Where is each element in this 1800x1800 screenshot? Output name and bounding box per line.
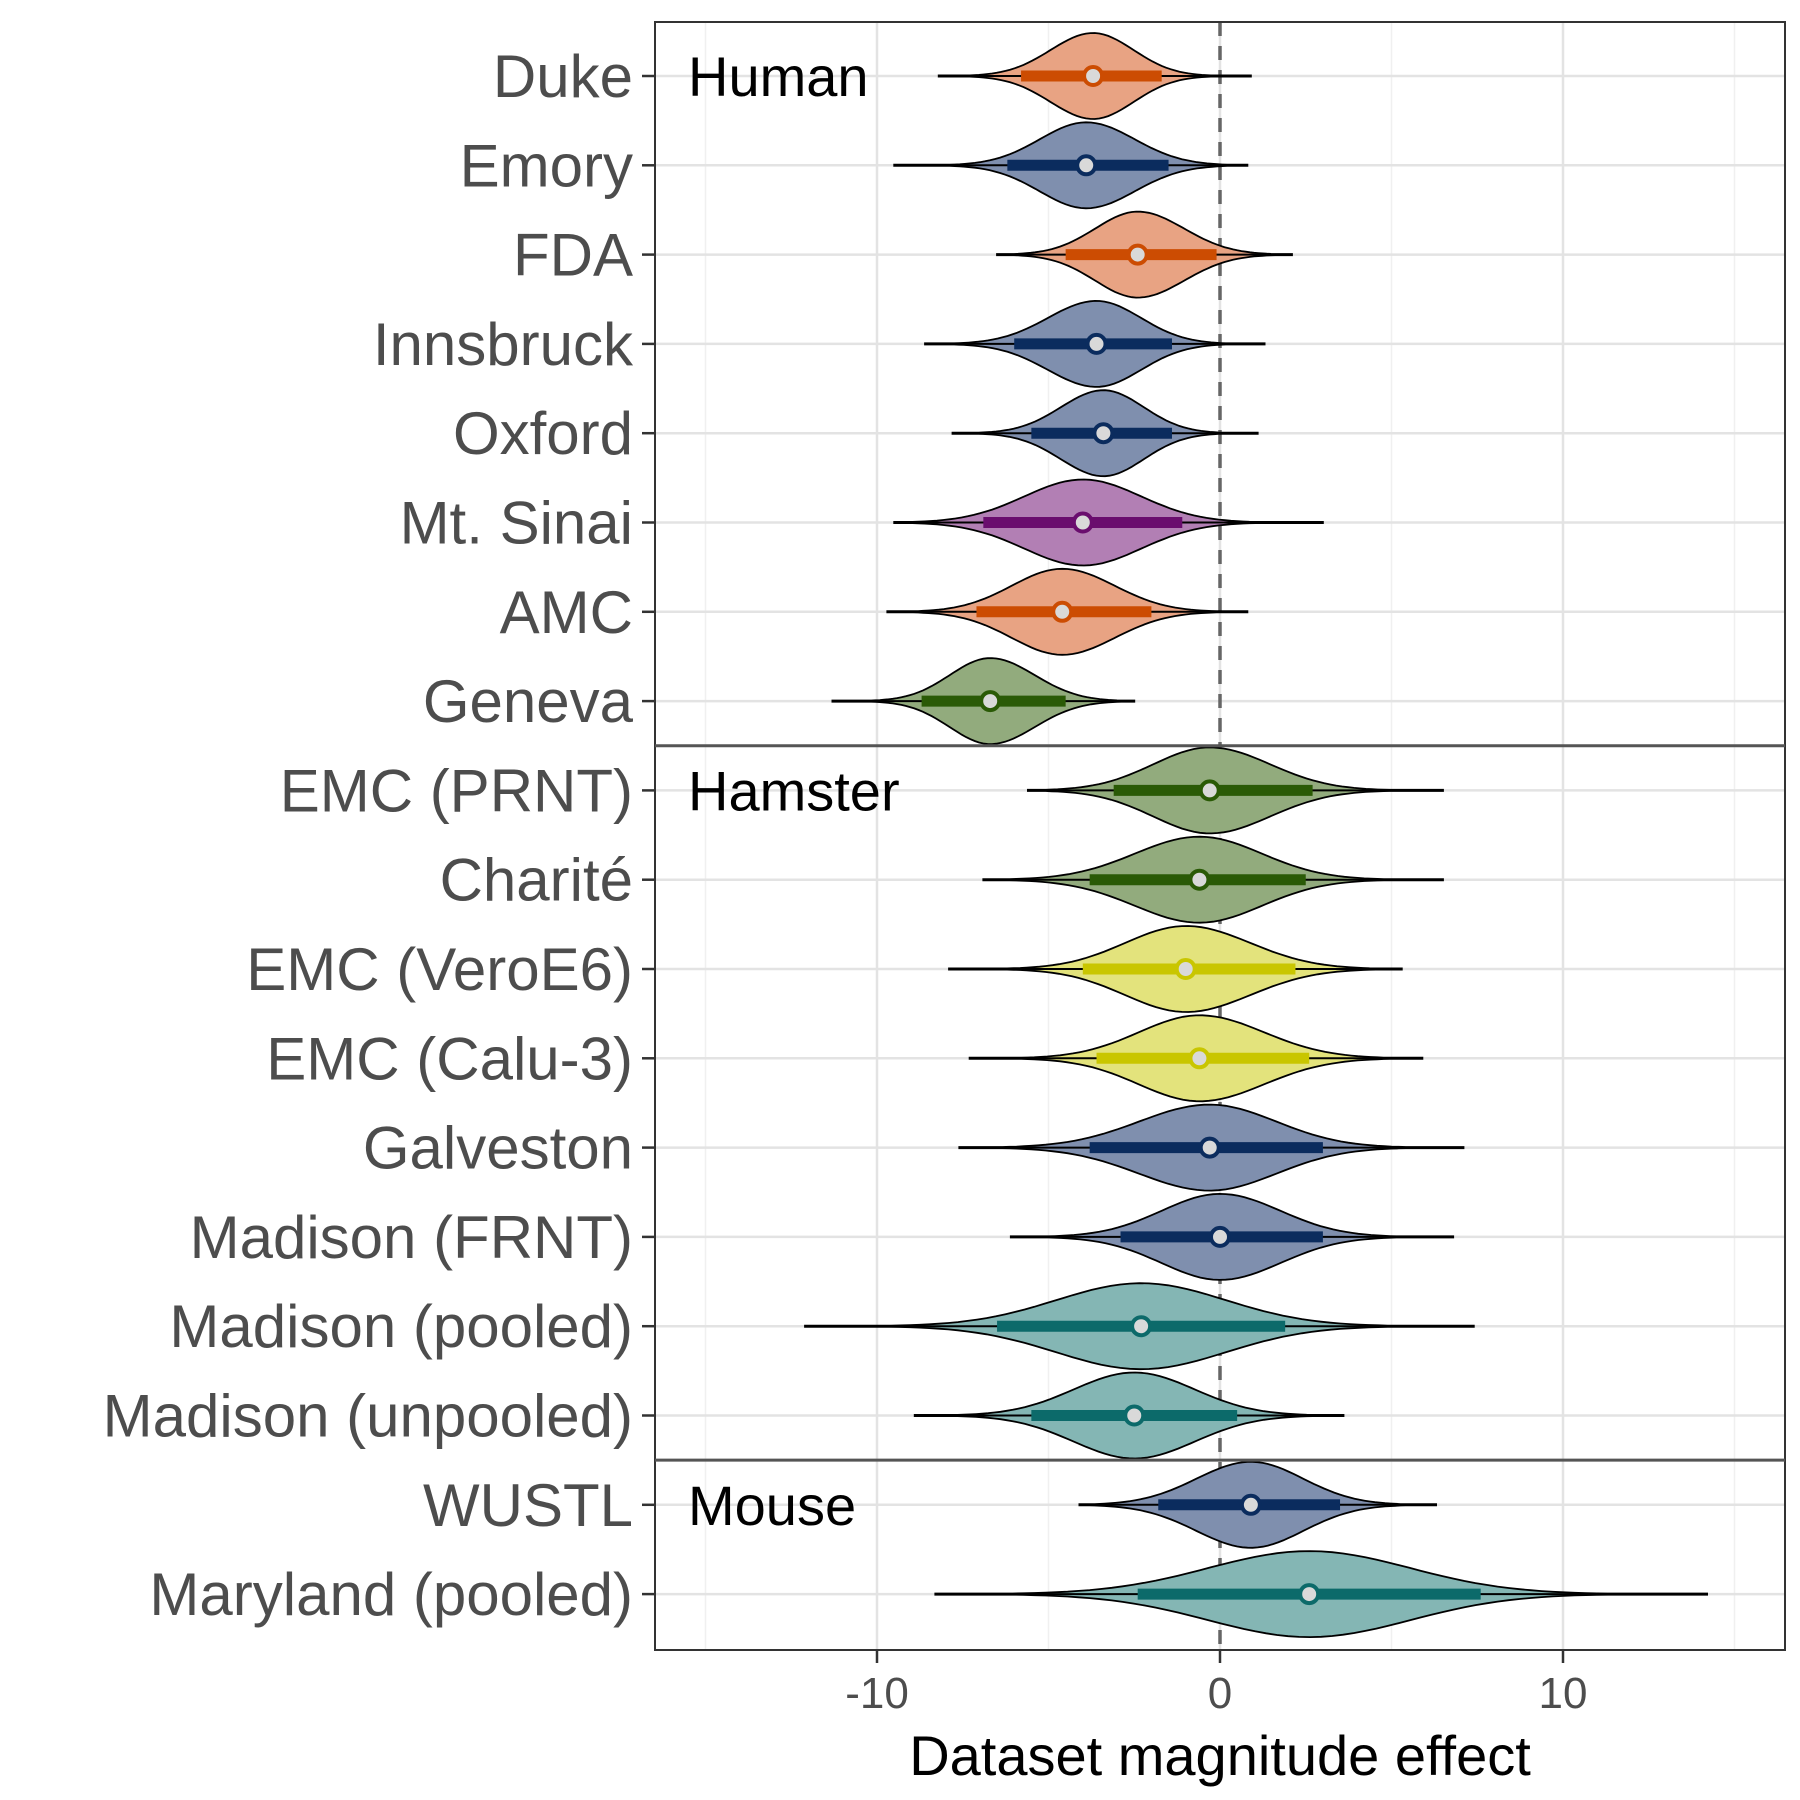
x-tick-label: 10 <box>1539 1669 1588 1718</box>
median-point <box>1298 1583 1321 1606</box>
median-point <box>1126 243 1149 266</box>
x-tick-label: -10 <box>845 1669 909 1718</box>
median-point <box>1174 958 1197 980</box>
y-tick-label: Charité <box>440 847 633 914</box>
median-point <box>979 690 1002 713</box>
y-tick-label: EMC (PRNT) <box>280 757 633 824</box>
median-point <box>1075 154 1098 177</box>
panel-labels: Human Hamster Mouse <box>688 45 900 1537</box>
y-tick-label: Duke <box>493 43 633 110</box>
y-tick-label: Madison (FRNT) <box>190 1204 633 1271</box>
median-point <box>1188 1047 1211 1070</box>
median-point <box>1198 779 1221 802</box>
y-tick-label: Geneva <box>423 668 634 735</box>
y-tick-label: EMC (Calu-3) <box>266 1025 633 1092</box>
x-axis-label: Dataset magnitude effect <box>909 1724 1531 1787</box>
median-point <box>1188 868 1211 891</box>
median-point <box>1198 1136 1221 1159</box>
y-tick-label: Innsbruck <box>373 311 634 378</box>
panel-label-human: Human <box>688 45 869 108</box>
y-tick-label: Oxford <box>453 400 633 467</box>
x-tick-label: 0 <box>1208 1669 1232 1718</box>
median-point <box>1130 1315 1153 1338</box>
y-tick-label: EMC (VeroE6) <box>246 936 633 1003</box>
median-point <box>1082 65 1105 87</box>
panel-label-hamster: Hamster <box>688 759 900 822</box>
panel-label-mouse: Mouse <box>688 1474 856 1537</box>
median-point <box>1092 422 1115 445</box>
y-tick-label: Mt. Sinai <box>400 490 633 557</box>
x-axis-ticks: -10 0 10 <box>845 1650 1587 1718</box>
y-tick-label: Emory <box>460 132 633 199</box>
median-point <box>1239 1493 1262 1516</box>
y-tick-label: Maryland (pooled) <box>149 1561 633 1628</box>
median-point <box>1209 1225 1231 1248</box>
median-point <box>1051 600 1074 623</box>
y-axis-ticks: Duke Emory FDA Innsbruck Oxford Mt. Sinai AMC G… <box>103 43 655 1628</box>
y-tick-label: Galveston <box>363 1115 633 1182</box>
y-tick-label: WUSTL <box>423 1472 633 1539</box>
median-point <box>1085 332 1108 355</box>
y-tick-label: AMC <box>500 579 633 646</box>
y-tick-label: Madison (unpooled) <box>103 1383 633 1450</box>
y-tick-label: Madison (pooled) <box>169 1293 633 1360</box>
violin-layer <box>804 32 1708 1639</box>
median-point <box>1071 511 1094 534</box>
median-point <box>1123 1404 1146 1427</box>
y-tick-label: FDA <box>513 222 633 289</box>
